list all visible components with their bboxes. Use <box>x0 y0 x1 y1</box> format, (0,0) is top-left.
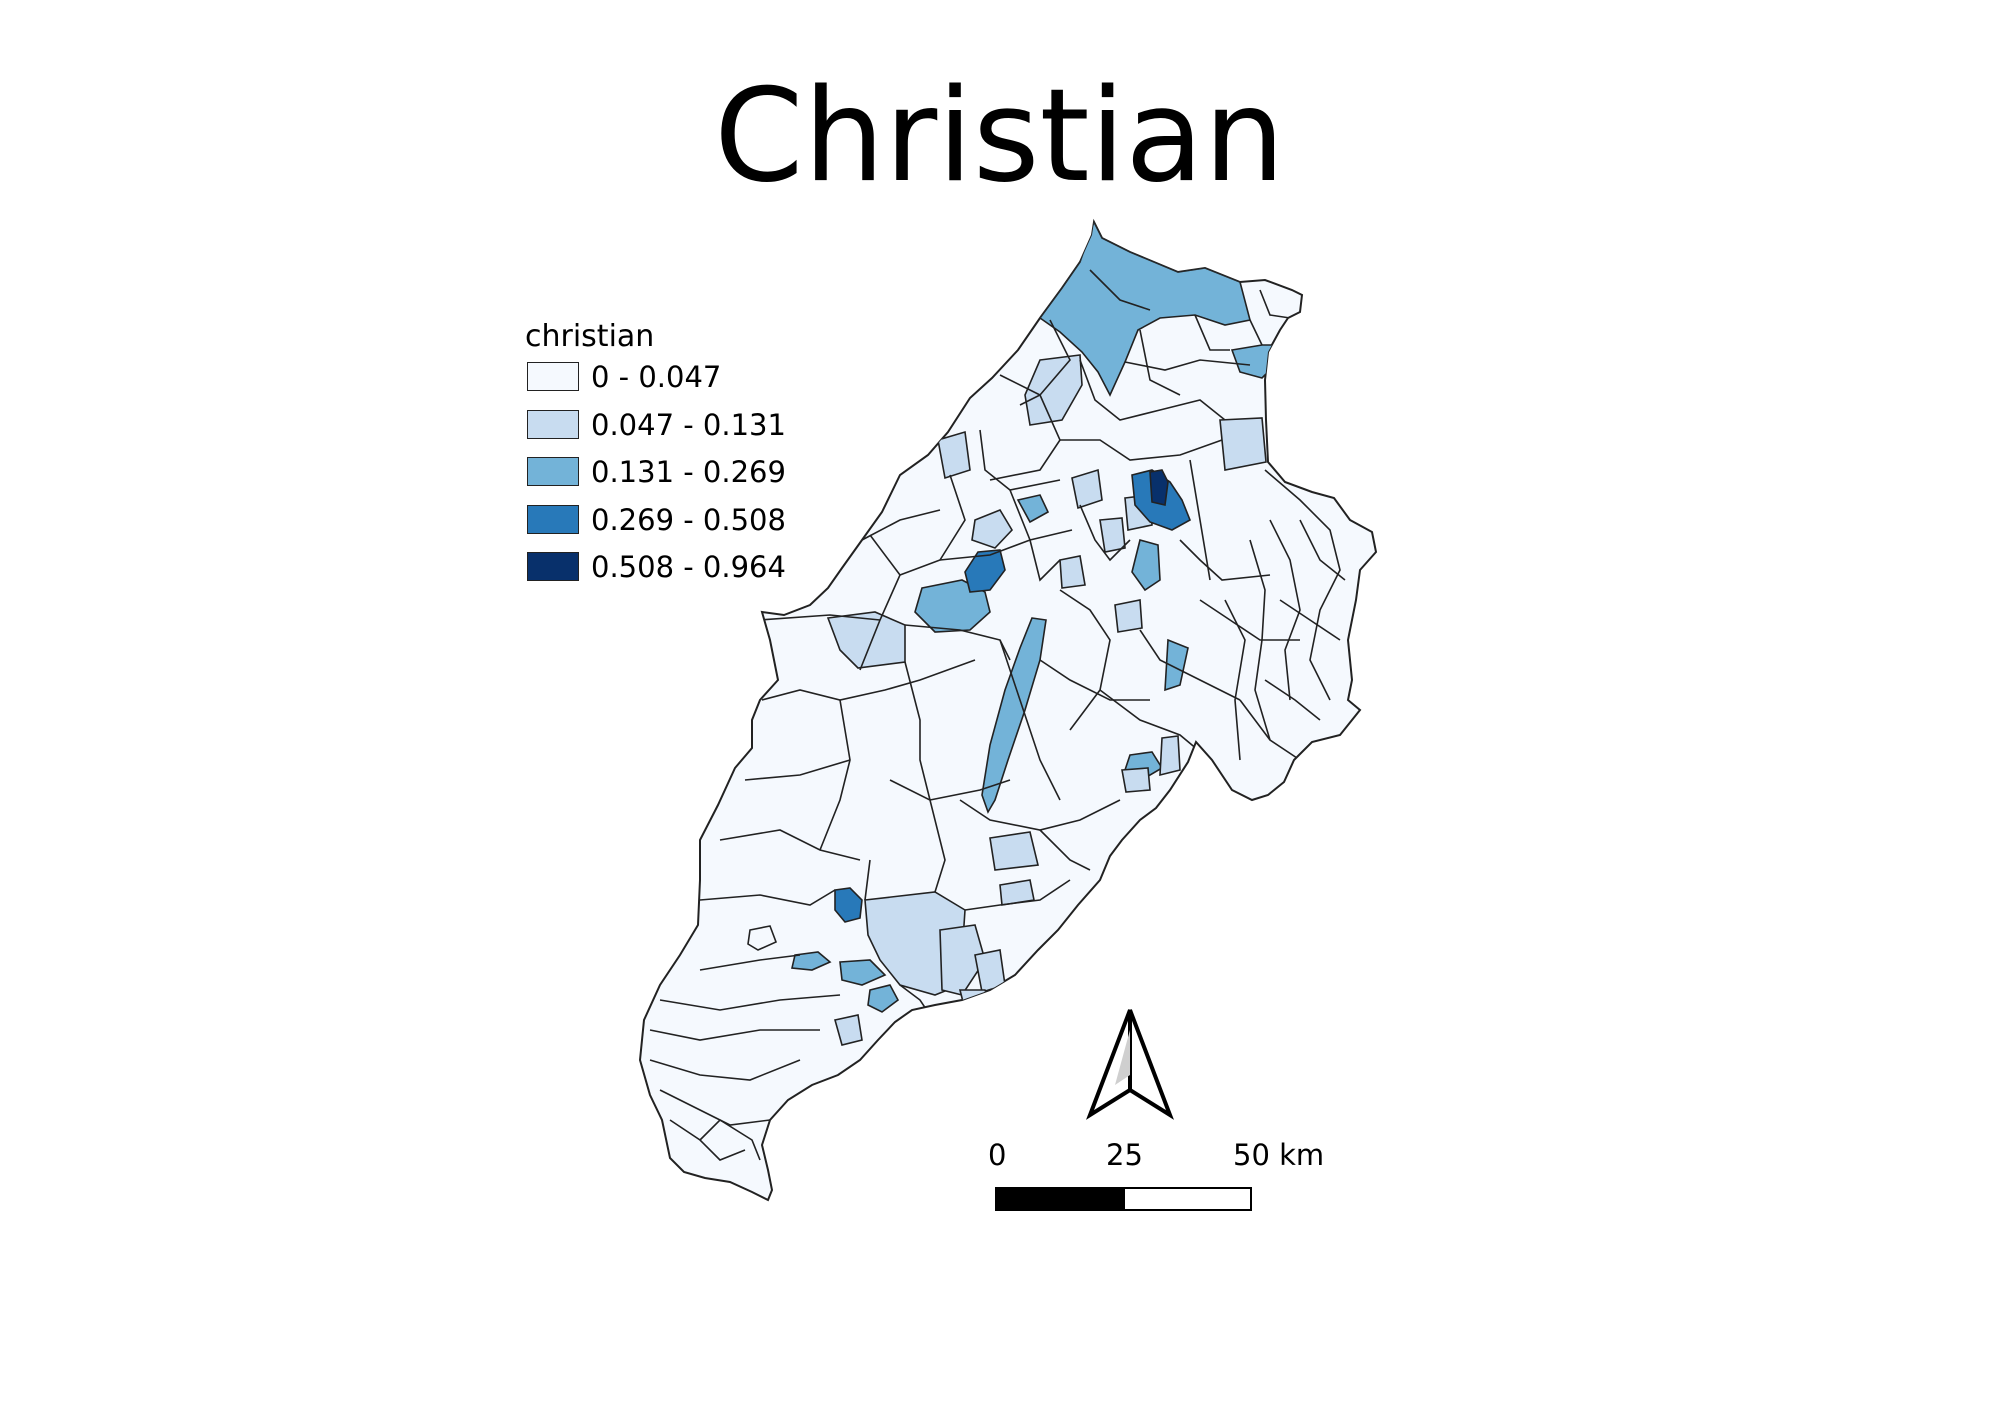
legend-item: 0 - 0.047 <box>525 358 721 406</box>
scale-label-50-km: 50 km <box>1233 1138 1325 1172</box>
region <box>1164 638 1189 692</box>
scale-bar-segment-black <box>995 1187 1125 1211</box>
choropleth-regions <box>638 218 1378 1202</box>
region <box>1016 494 1050 524</box>
legend-swatch <box>527 504 579 534</box>
region <box>1159 735 1181 777</box>
region <box>1114 599 1143 633</box>
region <box>937 430 971 480</box>
legend-label: 0.047 - 0.131 <box>591 407 786 442</box>
region <box>839 959 887 986</box>
legend: christian 0 - 0.047 0.047 - 0.131 0.131 … <box>525 316 786 596</box>
legend-swatch <box>527 457 579 486</box>
region <box>1121 767 1151 793</box>
region <box>791 951 832 971</box>
region <box>834 887 863 923</box>
legend-item: 0.047 - 0.131 <box>525 406 786 454</box>
legend-label: 0.131 - 0.269 <box>591 455 786 489</box>
scale-label-25: 25 <box>1106 1138 1143 1172</box>
region <box>1024 354 1083 426</box>
north-arrow-icon <box>1086 1009 1174 1120</box>
scale-label-0: 0 <box>988 1138 1007 1172</box>
region <box>939 924 986 996</box>
region <box>1131 539 1161 592</box>
legend-item: 0.269 - 0.508 <box>525 501 786 549</box>
legend-swatch <box>527 409 579 439</box>
region <box>914 579 991 633</box>
region <box>864 891 966 996</box>
legend-label: 0.269 - 0.508 <box>591 502 786 537</box>
region <box>1071 468 1103 510</box>
legend-item: 0.131 - 0.269 <box>525 453 786 501</box>
region <box>971 509 1013 549</box>
region <box>964 549 1006 593</box>
scale-bar-segment-white <box>1123 1187 1252 1211</box>
region <box>989 831 1039 871</box>
page-title: Christian <box>714 62 1285 211</box>
legend-label: 0.508 - 0.964 <box>591 550 786 584</box>
scale-bar <box>995 1187 1252 1211</box>
legend-label: 0 - 0.047 <box>591 360 722 394</box>
small-island <box>747 925 778 951</box>
region <box>1099 517 1126 553</box>
region <box>1149 469 1169 506</box>
legend-swatch <box>527 552 579 581</box>
legend-swatch <box>527 362 579 391</box>
legend-title: christian <box>525 319 655 354</box>
legend-item: 0.508 - 0.964 <box>525 548 786 596</box>
region <box>1219 417 1267 471</box>
region <box>981 617 1047 814</box>
region <box>1059 555 1086 589</box>
region <box>867 984 900 1013</box>
region <box>834 1014 863 1046</box>
